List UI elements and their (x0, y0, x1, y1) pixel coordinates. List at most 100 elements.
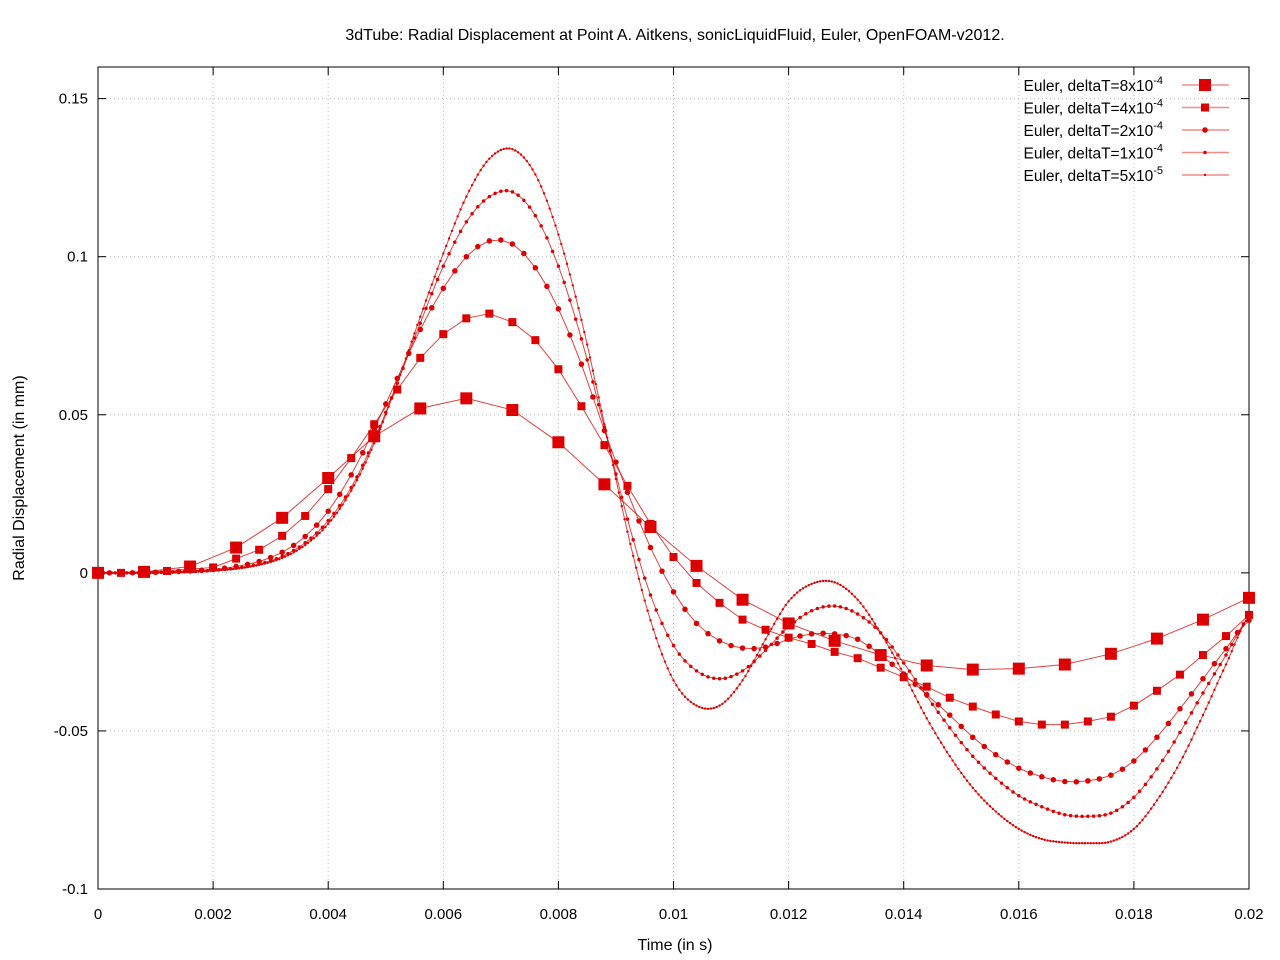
data-point (1201, 713, 1205, 717)
legend-label-base: Euler, deltaT=8x10 (1024, 78, 1154, 95)
data-point (545, 199, 549, 202)
data-point (1165, 720, 1172, 727)
data-point (608, 450, 612, 453)
data-point (721, 702, 724, 705)
data-point (738, 615, 747, 624)
data-point (1211, 660, 1218, 667)
data-point (728, 642, 734, 649)
data-point (255, 564, 258, 567)
data-point (735, 687, 739, 690)
data-point (1062, 778, 1068, 785)
data-point (723, 676, 728, 680)
data-point (758, 648, 762, 651)
data-point (620, 504, 623, 508)
data-point (476, 173, 480, 176)
data-point (320, 525, 325, 529)
data-point (114, 571, 117, 575)
data-point (908, 683, 911, 687)
data-point (654, 608, 658, 612)
data-point (1184, 750, 1187, 753)
data-point (925, 717, 928, 720)
data-point (781, 630, 785, 634)
data-point (993, 751, 999, 758)
series-5 (96, 147, 1251, 845)
legend-label: Euler, deltaT=4x10-4 (1024, 98, 1163, 118)
data-point (335, 511, 339, 515)
data-point (1175, 766, 1179, 769)
data-point (134, 571, 137, 575)
data-point (1101, 841, 1104, 845)
data-point (350, 489, 353, 492)
data-point (600, 409, 603, 413)
data-point (796, 591, 799, 594)
data-point (1141, 818, 1144, 822)
data-point (1210, 695, 1213, 698)
data-point (525, 159, 528, 163)
data-point (988, 771, 992, 776)
data-point (597, 396, 600, 399)
data-point (234, 567, 238, 570)
data-point (341, 503, 344, 506)
data-point (1149, 775, 1153, 779)
data-point (678, 688, 681, 691)
plot-frame (97, 66, 1250, 890)
data-point (1216, 682, 1219, 685)
data-point (1115, 838, 1118, 841)
data-point (690, 559, 703, 572)
data-point (1063, 812, 1067, 817)
data-point (206, 569, 209, 573)
data-point (414, 402, 427, 415)
data-point (1052, 840, 1055, 843)
data-point (1118, 837, 1121, 840)
data-point (732, 690, 736, 694)
data-point (481, 199, 486, 203)
data-point (594, 382, 598, 386)
data-point (1198, 720, 1202, 723)
data-point (568, 298, 572, 302)
data-point (1014, 825, 1018, 829)
data-point (487, 194, 492, 199)
data-point (329, 519, 333, 522)
data-point (358, 473, 362, 476)
data-point (1003, 817, 1006, 821)
data-point (286, 554, 290, 557)
data-point (1172, 740, 1176, 744)
data-point (919, 706, 923, 709)
data-point (824, 579, 828, 583)
data-point (977, 793, 980, 796)
data-point (393, 389, 396, 393)
data-point (810, 582, 813, 586)
data-point (643, 599, 646, 602)
data-point (378, 428, 382, 431)
data-point (1051, 809, 1056, 814)
data-point (324, 525, 327, 529)
data-point (1045, 807, 1050, 811)
data-point (890, 645, 894, 649)
data-point (111, 571, 114, 575)
data-point (1037, 836, 1041, 840)
data-point (125, 571, 128, 575)
data-point (971, 786, 974, 790)
data-point (744, 674, 747, 678)
data-point (542, 192, 546, 195)
data-point (1027, 770, 1034, 776)
data-point (1031, 834, 1035, 838)
data-point (1112, 839, 1115, 842)
data-point (1227, 656, 1231, 660)
legend-marker (1203, 173, 1207, 177)
data-point (706, 675, 710, 679)
data-point (636, 518, 642, 524)
data-point (648, 593, 653, 597)
data-point (603, 423, 606, 426)
data-point (749, 664, 753, 668)
data-point (102, 571, 105, 575)
data-point (598, 478, 611, 491)
data-point (458, 229, 463, 234)
legend-marker (1201, 103, 1209, 112)
data-point (828, 634, 841, 647)
data-point (370, 420, 379, 429)
data-point (557, 233, 560, 236)
data-point (249, 565, 252, 568)
data-point (801, 587, 805, 590)
data-point (646, 609, 649, 612)
